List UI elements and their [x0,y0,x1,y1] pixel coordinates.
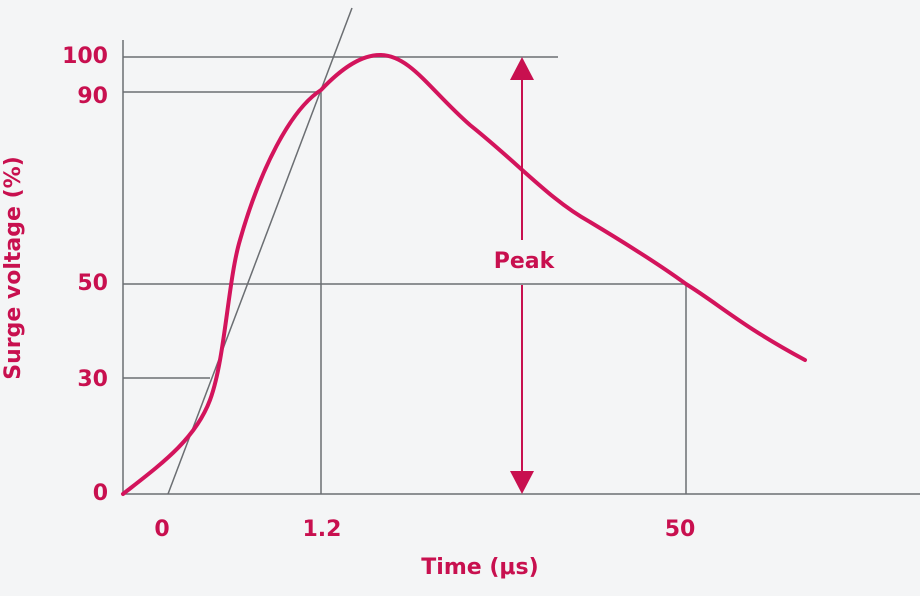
x-tick-label: 0 [154,517,169,542]
y-tick-label: 30 [77,367,108,392]
x-tick-label: 50 [665,517,696,542]
x-tick-label: 1.2 [303,517,342,542]
arrowhead-down [510,471,534,494]
arrowhead-up [510,57,534,80]
y-tick-label: 100 [62,44,108,69]
y-tick-label: 0 [93,481,108,506]
y-tick-label: 50 [77,271,108,296]
x-axis-title: Time (μs) [421,555,538,580]
y-axis-title: Surge voltage (%) [1,156,26,380]
y-tick-label: 90 [77,84,108,109]
tangent-line [167,7,353,495]
peak-label: Peak [494,249,556,274]
surge-curve [121,52,807,496]
